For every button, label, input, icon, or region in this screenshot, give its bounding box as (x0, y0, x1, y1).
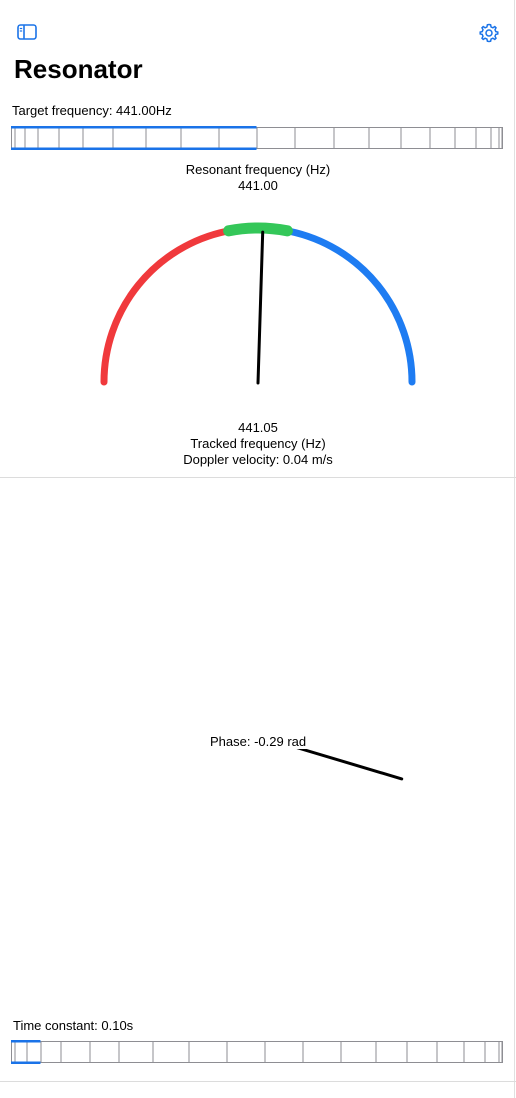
page-title: Resonator (14, 54, 143, 84)
doppler-velocity-label: Doppler velocity: 0.04 m/s (183, 452, 333, 467)
settings-button[interactable] (478, 22, 500, 43)
time-constant-track (11, 1040, 503, 1064)
sidebar-toggle-button[interactable] (16, 22, 38, 42)
time-constant-slider[interactable] (11, 1040, 504, 1064)
target-frequency-slider[interactable] (11, 126, 504, 150)
bottom-divider (0, 1081, 516, 1082)
time-constant-fill-top (11, 1040, 41, 1043)
tracked-frequency-value: 441.05 (238, 420, 278, 435)
tuning-gauge (100, 222, 416, 386)
target-frequency-fill-bottom (11, 147, 257, 150)
target-frequency-fill-top (11, 126, 257, 129)
time-constant-ticks (14, 1042, 503, 1062)
gear-icon (479, 23, 499, 43)
gauge-flat-arc (100, 227, 230, 386)
gauge-sharp-arc (286, 227, 416, 386)
phase-label: Phase: -0.29 rad (209, 734, 308, 749)
tracked-frequency-label: Tracked frequency (Hz) (190, 436, 326, 451)
sidebar-icon (17, 24, 37, 40)
resonant-frequency-value: 441.00 (238, 178, 278, 193)
target-frequency-label: Target frequency: 441.00Hz (12, 103, 172, 118)
time-constant-fill-bottom (11, 1061, 41, 1064)
window-edge (514, 0, 515, 1098)
section-divider (0, 477, 516, 478)
target-frequency-track (11, 126, 503, 150)
target-frequency-ticks (14, 128, 503, 148)
gauge-in-tune-arc (223, 222, 293, 237)
gauge-needle (256, 230, 265, 385)
resonant-frequency-label: Resonant frequency (Hz) (185, 162, 331, 177)
time-constant-label: Time constant: 0.10s (13, 1018, 134, 1033)
